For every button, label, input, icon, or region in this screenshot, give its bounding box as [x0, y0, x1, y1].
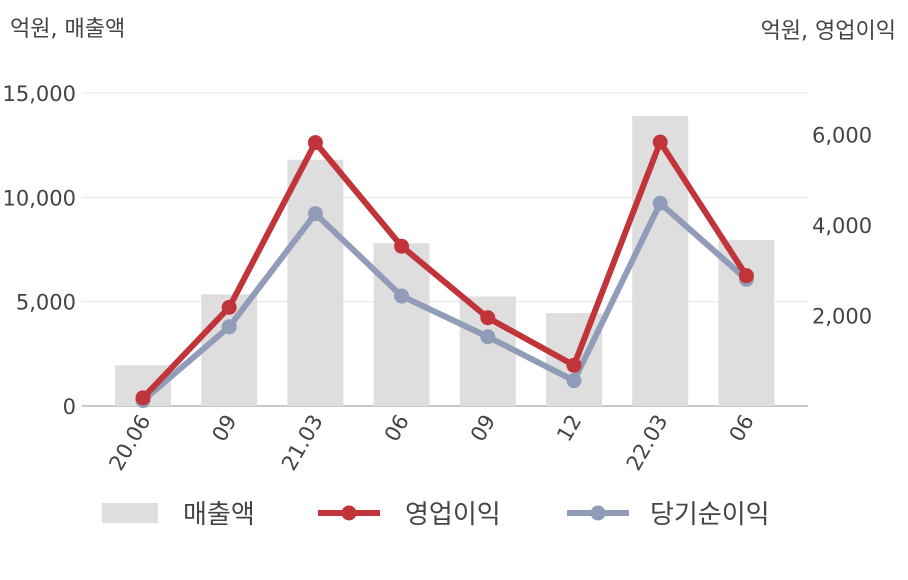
- x-axis-ticks: 20.06 09 21.03 06 09 12 22.03 06: [104, 411, 758, 475]
- x-tick-label: 12: [552, 411, 586, 446]
- bar: [373, 243, 430, 406]
- legend: 매출액 영업이익 당기순이익: [102, 500, 770, 530]
- left-tick-label: 10,000: [3, 186, 76, 210]
- data-point: [307, 135, 323, 151]
- legend-label: 영업이익: [405, 500, 501, 530]
- legend-label: 매출액: [183, 500, 255, 530]
- series-line: [140, 139, 750, 401]
- data-point: [480, 329, 496, 345]
- line-series: [135, 134, 754, 409]
- data-point: [652, 134, 668, 150]
- data-point: [394, 288, 410, 304]
- bar: [718, 240, 775, 406]
- data-point: [738, 268, 754, 284]
- x-tick-label: 21.03: [277, 411, 328, 475]
- left-tick-label: 0: [63, 395, 76, 419]
- legend-label: 당기순이익: [650, 500, 770, 530]
- x-tick-label: 06: [380, 411, 414, 446]
- data-point: [480, 310, 496, 326]
- x-tick-label: 09: [466, 411, 500, 446]
- x-tick-label: 22.03: [622, 411, 673, 475]
- left-axis-ticks: 0 5,000 10,000 15,000: [3, 82, 76, 419]
- series-line: [140, 200, 750, 404]
- bar: [632, 115, 689, 406]
- data-point: [221, 319, 237, 335]
- data-point: [307, 206, 323, 222]
- data-point: [221, 299, 237, 315]
- legend-swatch-bar: [102, 503, 158, 523]
- data-point: [566, 373, 582, 389]
- data-point: [652, 195, 668, 211]
- legend-swatch-marker: [341, 505, 357, 521]
- left-axis-unit-label: 억원, 매출액: [10, 17, 125, 42]
- right-tick-label: 2,000: [812, 304, 872, 328]
- x-tick-label: 09: [207, 411, 241, 446]
- left-tick-label: 5,000: [16, 291, 76, 315]
- right-tick-label: 4,000: [812, 214, 872, 238]
- data-point: [566, 357, 582, 373]
- data-point: [135, 390, 151, 406]
- right-axis-unit-label: 억원, 영업이익: [761, 19, 896, 44]
- right-tick-label: 6,000: [812, 123, 872, 147]
- legend-swatch-marker: [590, 505, 606, 521]
- x-tick-label: 06: [725, 411, 759, 446]
- left-tick-label: 15,000: [3, 82, 76, 106]
- bar: [287, 159, 344, 406]
- right-axis-ticks: 2,000 4,000 6,000: [812, 123, 872, 328]
- bar-series: [115, 115, 775, 406]
- x-tick-label: 20.06: [104, 411, 155, 475]
- data-point: [394, 238, 410, 254]
